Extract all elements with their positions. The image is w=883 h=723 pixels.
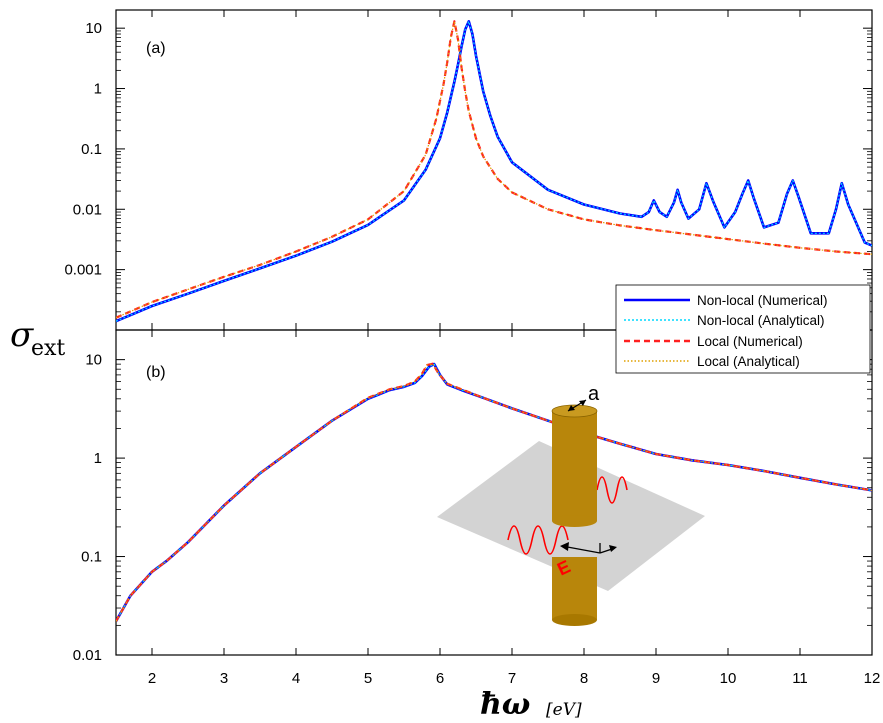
y-tick-label: 0.01 (73, 201, 102, 218)
inset-cylinder-bottom-cap (552, 614, 597, 626)
y-axis-label-main: σ (10, 315, 34, 355)
x-tick-label: 11 (792, 670, 808, 687)
legend-label-nonlocal-analytical: Non-local (Analytical) (697, 313, 825, 328)
y-tick-label: 1 (94, 450, 102, 467)
panel-b-clip-group (116, 362, 872, 622)
y-tick-label: 10 (85, 20, 102, 37)
x-tick-label: 3 (220, 670, 228, 687)
inset-radius-arrowhead (579, 400, 586, 406)
x-tick-label: 2 (148, 670, 156, 687)
inset-cylinder-base (552, 515, 597, 527)
series-line-local-numerical (116, 362, 872, 622)
series-line-local-analytical (116, 20, 872, 319)
inset-k-arrowhead (560, 542, 569, 551)
inset-cylinder-top (551, 404, 598, 418)
y-tick-label: 0.1 (81, 141, 102, 158)
x-tick-label: 12 (864, 670, 881, 687)
inset-wave-right (596, 476, 628, 504)
inset-radius-arrowtail (568, 405, 575, 411)
x-tick-label: 4 (292, 670, 300, 687)
legend-label-local-analytical: Local (Analytical) (697, 354, 800, 369)
legend: Non-local (Numerical) Non-local (Analyti… (615, 284, 871, 374)
series-line-local-analytical (116, 363, 872, 622)
y-tick-label: 0.1 (81, 549, 102, 566)
inset-cylinder-bottom (552, 557, 597, 620)
x-axis-unit: [eV] (546, 700, 582, 720)
y-tick-label: 0.001 (64, 262, 102, 279)
x-tick-label: 10 (720, 670, 737, 687)
axes-layer: 2 3 4 5 6 7 8 9 10 11 12 0.001 0.01 0.1 1 10 0.01 0.1 1 10 (64, 10, 880, 687)
x-tick-label: 6 (436, 670, 444, 687)
inset-radius-label: a (588, 383, 600, 405)
legend-label-nonlocal-numerical: Non-local (Numerical) (697, 293, 828, 308)
legend-label-local-numerical: Local (Numerical) (697, 334, 803, 349)
y-tick-label: 10 (85, 352, 102, 369)
inset-illustration: a E (437, 383, 705, 626)
x-tick-label: 9 (652, 670, 660, 687)
panel-a-clip-group (116, 20, 872, 323)
panel-a-series (116, 20, 872, 323)
y-tick-label: 0.01 (73, 647, 102, 664)
panel-a-frame (115, 9, 873, 331)
panel-b-label: (b) (146, 364, 166, 381)
x-tick-label: 8 (580, 670, 588, 687)
panel-b-frame (115, 329, 873, 656)
series-line-non-local-analytical (116, 20, 872, 322)
inset-wave-left (507, 525, 569, 555)
y-axis-label-sub: ext (31, 336, 65, 361)
panel-a-label: (a) (146, 40, 166, 57)
x-tick-label: 5 (364, 670, 372, 687)
inset-cylinder-body (552, 411, 597, 521)
y-axis-label: σ ext (10, 315, 65, 361)
inset-h-arrowhead (609, 545, 617, 552)
series-line-local-numerical (116, 20, 872, 319)
x-axis-label: ħω (480, 687, 530, 722)
panel-b-series (116, 362, 872, 622)
y-tick-label: 1 (94, 81, 102, 98)
x-tick-label: 7 (508, 670, 516, 687)
